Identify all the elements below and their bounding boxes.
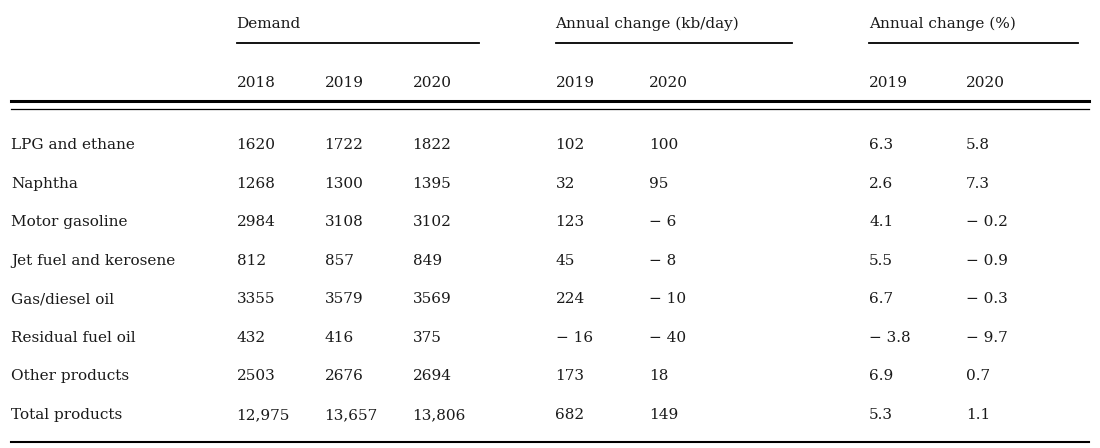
Text: − 9.7: − 9.7	[966, 331, 1008, 345]
Text: 45: 45	[556, 254, 575, 268]
Text: 5.5: 5.5	[869, 254, 893, 268]
Text: 432: 432	[236, 331, 265, 345]
Text: Motor gasoline: Motor gasoline	[11, 215, 128, 229]
Text: 849: 849	[412, 254, 441, 268]
Text: 18: 18	[649, 370, 669, 383]
Text: − 8: − 8	[649, 254, 676, 268]
Text: 2503: 2503	[236, 370, 275, 383]
Text: 2019: 2019	[324, 76, 363, 90]
Text: 2020: 2020	[649, 76, 688, 90]
Text: − 3.8: − 3.8	[869, 331, 911, 345]
Text: 5.8: 5.8	[966, 138, 990, 152]
Text: 2676: 2676	[324, 370, 363, 383]
Text: 32: 32	[556, 177, 575, 191]
Text: 3102: 3102	[412, 215, 451, 229]
Text: 6.9: 6.9	[869, 370, 893, 383]
Text: 4.1: 4.1	[869, 215, 893, 229]
Text: 1822: 1822	[412, 138, 451, 152]
Text: 2020: 2020	[966, 76, 1004, 90]
Text: Annual change (%): Annual change (%)	[869, 17, 1016, 31]
Text: 149: 149	[649, 408, 679, 422]
Text: Demand: Demand	[236, 17, 300, 31]
Text: 857: 857	[324, 254, 353, 268]
Text: 123: 123	[556, 215, 584, 229]
Text: 173: 173	[556, 370, 584, 383]
Text: 1722: 1722	[324, 138, 363, 152]
Text: − 0.2: − 0.2	[966, 215, 1008, 229]
Text: 6.3: 6.3	[869, 138, 893, 152]
Text: 100: 100	[649, 138, 679, 152]
Text: Residual fuel oil: Residual fuel oil	[11, 331, 135, 345]
Text: − 10: − 10	[649, 293, 686, 306]
Text: − 6: − 6	[649, 215, 676, 229]
Text: 3355: 3355	[236, 293, 275, 306]
Text: 1620: 1620	[236, 138, 275, 152]
Text: Naphtha: Naphtha	[11, 177, 78, 191]
Text: − 0.9: − 0.9	[966, 254, 1008, 268]
Text: 1300: 1300	[324, 177, 363, 191]
Text: 13,657: 13,657	[324, 408, 377, 422]
Text: − 40: − 40	[649, 331, 686, 345]
Text: LPG and ethane: LPG and ethane	[11, 138, 135, 152]
Text: 682: 682	[556, 408, 584, 422]
Text: 5.3: 5.3	[869, 408, 893, 422]
Text: 2.6: 2.6	[869, 177, 893, 191]
Text: Jet fuel and kerosene: Jet fuel and kerosene	[11, 254, 175, 268]
Text: Gas/diesel oil: Gas/diesel oil	[11, 293, 114, 306]
Text: 3569: 3569	[412, 293, 451, 306]
Text: 0.7: 0.7	[966, 370, 990, 383]
Text: 2020: 2020	[412, 76, 451, 90]
Text: − 16: − 16	[556, 331, 593, 345]
Text: 7.3: 7.3	[966, 177, 990, 191]
Text: 375: 375	[412, 331, 441, 345]
Text: 2018: 2018	[236, 76, 275, 90]
Text: 812: 812	[236, 254, 265, 268]
Text: 1395: 1395	[412, 177, 451, 191]
Text: 12,975: 12,975	[236, 408, 290, 422]
Text: 95: 95	[649, 177, 669, 191]
Text: 1268: 1268	[236, 177, 275, 191]
Text: 2019: 2019	[869, 76, 907, 90]
Text: − 0.3: − 0.3	[966, 293, 1008, 306]
Text: 416: 416	[324, 331, 354, 345]
Text: 6.7: 6.7	[869, 293, 893, 306]
Text: Total products: Total products	[11, 408, 122, 422]
Text: 3579: 3579	[324, 293, 363, 306]
Text: Other products: Other products	[11, 370, 129, 383]
Text: 224: 224	[556, 293, 585, 306]
Text: 13,806: 13,806	[412, 408, 466, 422]
Text: 1.1: 1.1	[966, 408, 990, 422]
Text: 2984: 2984	[236, 215, 275, 229]
Text: 102: 102	[556, 138, 585, 152]
Text: 2019: 2019	[556, 76, 594, 90]
Text: 2694: 2694	[412, 370, 451, 383]
Text: Annual change (kb/day): Annual change (kb/day)	[556, 17, 739, 31]
Text: 3108: 3108	[324, 215, 363, 229]
